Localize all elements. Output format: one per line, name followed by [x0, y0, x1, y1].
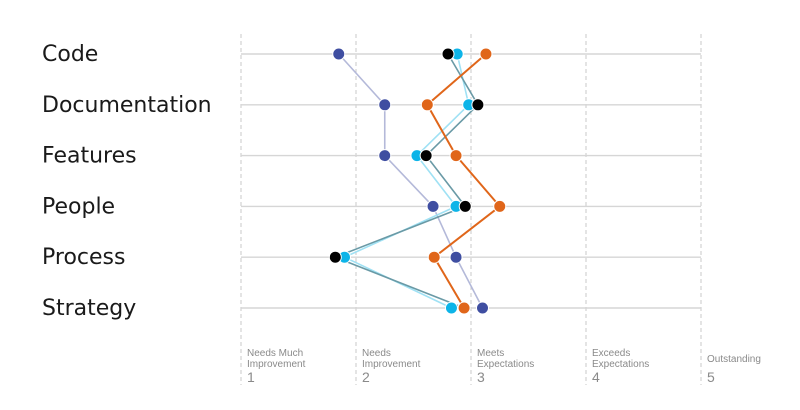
category-label: Features — [42, 144, 137, 169]
series-0-point — [378, 98, 392, 112]
series-points — [328, 47, 507, 315]
tick-label-line: Improvement — [247, 359, 306, 370]
series-2-point — [471, 98, 485, 112]
tick-number: 2 — [362, 369, 370, 385]
tick-label-line: Improvement — [362, 359, 421, 370]
tick-number: 1 — [247, 369, 255, 385]
series-3-point — [420, 98, 434, 112]
tick-number: 4 — [592, 369, 600, 385]
category-label: Code — [42, 42, 98, 67]
series-0-point — [378, 149, 392, 163]
tick-label-line: Expectations — [477, 359, 534, 370]
vertical-gridlines — [240, 34, 702, 385]
series-1-line — [343, 53, 470, 309]
tick-label-line: Needs Much — [247, 348, 303, 359]
series-2-point — [441, 47, 455, 61]
series-3-point — [427, 250, 441, 264]
tick-label-line: Expectations — [592, 359, 649, 370]
series-2-point — [458, 199, 472, 213]
category-row-lines — [241, 53, 701, 309]
series-3-point — [479, 47, 493, 61]
tick-number: 5 — [707, 369, 715, 385]
series-2-point — [328, 250, 342, 264]
series-0-point — [332, 47, 346, 61]
x-axis-tick-labels: Needs MuchImprovement1NeedsImprovement2M… — [247, 348, 761, 385]
tick-label-line: Meets — [477, 348, 504, 359]
series-0-point — [449, 250, 463, 264]
series-3-point — [457, 301, 471, 315]
tick-label-line: Exceeds — [592, 348, 630, 359]
category-label: People — [42, 194, 115, 219]
series-0-line — [338, 53, 484, 309]
series-3-point — [449, 149, 463, 163]
category-label: Strategy — [42, 296, 136, 321]
series-2-line — [334, 53, 479, 309]
series-0-point — [476, 301, 489, 315]
series-2-point — [419, 149, 433, 163]
series-0-point — [426, 199, 440, 213]
series-1-point — [444, 301, 458, 315]
series-3-point — [493, 199, 507, 213]
tick-label-line: Needs — [362, 348, 391, 359]
series-lines — [334, 53, 501, 309]
tick-label-line: Outstanding — [707, 354, 761, 365]
category-label: Process — [42, 245, 125, 270]
series-3-line — [426, 53, 501, 309]
category-label: Documentation — [42, 93, 212, 118]
tick-number: 3 — [477, 369, 485, 385]
category-labels: Code Documentation Features People Process St… — [42, 42, 212, 321]
